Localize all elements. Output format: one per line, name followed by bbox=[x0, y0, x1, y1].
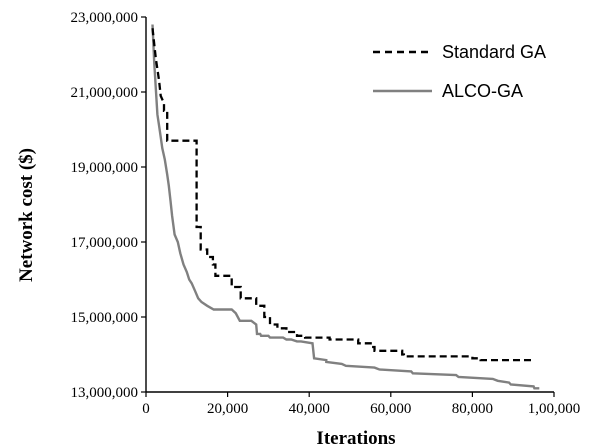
legend: Standard GA ALCO-GA bbox=[373, 42, 546, 101]
x-axis-title: Iterations bbox=[316, 428, 395, 448]
y-tick-labels: 13,000,000 15,000,000 17,000,000 19,000,000… bbox=[71, 10, 139, 401]
x-tick-labels: 0 20,000 40,000 60,000 80,000 1,00,000 bbox=[142, 401, 580, 417]
x-tick-label: 60,000 bbox=[370, 401, 411, 417]
x-tick-label: 80,000 bbox=[452, 401, 493, 417]
y-tick-label: 17,000,000 bbox=[71, 235, 139, 251]
y-tick-label: 21,000,000 bbox=[71, 85, 139, 101]
y-tick-label: 13,000,000 bbox=[71, 385, 139, 401]
y-tick-label: 23,000,000 bbox=[71, 10, 139, 26]
y-tick-label: 19,000,000 bbox=[71, 160, 139, 176]
series-layer bbox=[151, 24, 540, 390]
series-line-standard-ga bbox=[151, 28, 535, 362]
x-axis-ticks bbox=[145, 392, 555, 397]
y-axis-title: Network cost ($) bbox=[16, 148, 37, 282]
legend-label-standard-ga: Standard GA bbox=[442, 42, 546, 62]
x-tick-label: 0 bbox=[142, 401, 150, 417]
y-axis-ticks bbox=[141, 16, 146, 393]
x-tick-label: 20,000 bbox=[207, 401, 248, 417]
y-tick-label: 15,000,000 bbox=[71, 310, 139, 326]
legend-label-alco-ga: ALCO-GA bbox=[442, 81, 523, 101]
series-line-alco-ga bbox=[151, 24, 540, 390]
x-tick-label: 40,000 bbox=[289, 401, 330, 417]
x-tick-label: 1,00,000 bbox=[528, 401, 581, 417]
